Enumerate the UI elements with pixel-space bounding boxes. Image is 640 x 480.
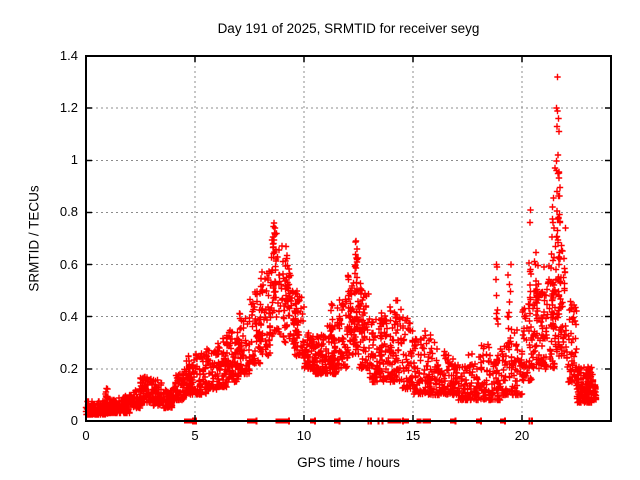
y-tick-label: 1 — [70, 152, 78, 167]
x-axis-title: GPS time / hours — [297, 455, 400, 470]
x-tick-label: 20 — [514, 428, 530, 443]
x-tick-label: 15 — [405, 428, 421, 443]
x-tick-label: 5 — [191, 428, 199, 443]
scatter-points — [82, 73, 600, 418]
y-tick-label: 0.8 — [59, 204, 78, 219]
y-tick-label: 1.2 — [59, 100, 78, 115]
chart-title: Day 191 of 2025, SRMTID for receiver sey… — [217, 21, 480, 36]
plot-frame — [85, 55, 612, 422]
y-tick-label: 0.6 — [59, 257, 78, 272]
x-tick-label: 0 — [82, 428, 90, 443]
x-tick-label: 10 — [296, 428, 312, 443]
grid-lines — [86, 56, 611, 421]
y-tick-label: 0.4 — [59, 309, 78, 324]
y-tick-label: 0.2 — [59, 361, 78, 376]
y-tick-label: 1.4 — [59, 48, 78, 63]
y-axis-title: SRMTID / TECUs — [26, 185, 42, 292]
axis-tick-marks — [85, 55, 611, 422]
y-tick-label: 0 — [70, 413, 78, 428]
